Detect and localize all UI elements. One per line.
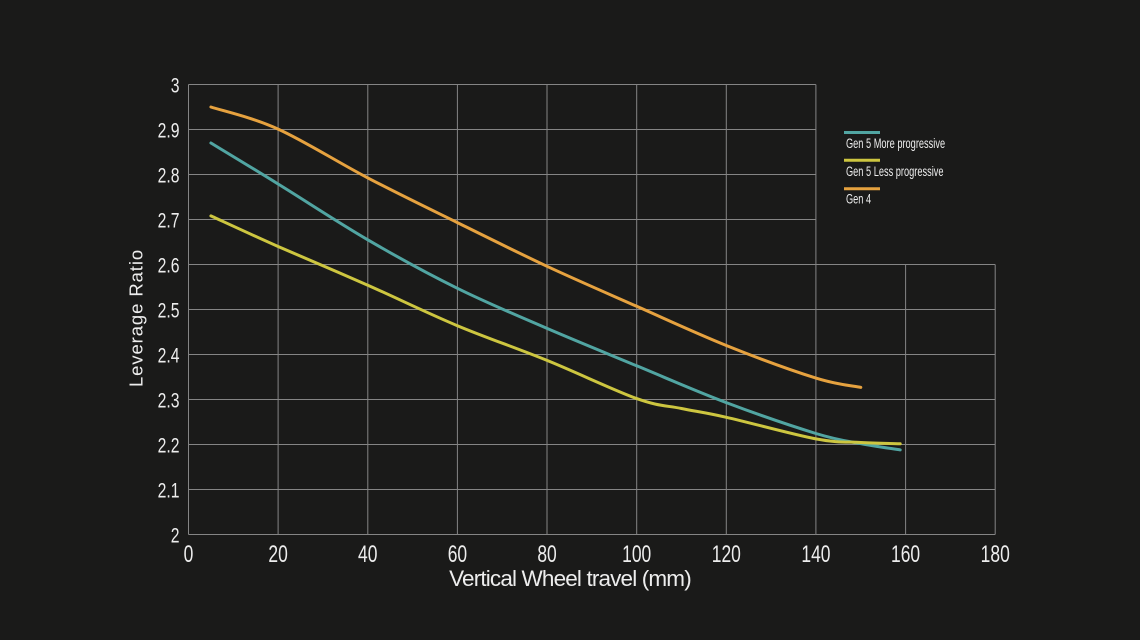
svg-text:Gen 5 Less progressive: Gen 5 Less progressive xyxy=(846,163,944,180)
svg-text:100: 100 xyxy=(622,540,651,568)
svg-text:180: 180 xyxy=(981,540,1010,568)
svg-text:20: 20 xyxy=(268,540,287,568)
svg-text:2.2: 2.2 xyxy=(158,433,180,457)
svg-text:140: 140 xyxy=(801,540,830,568)
svg-text:Gen 5 More progressive: Gen 5 More progressive xyxy=(846,135,945,152)
svg-text:2.8: 2.8 xyxy=(158,163,180,187)
svg-text:2: 2 xyxy=(171,523,180,547)
svg-text:3: 3 xyxy=(171,73,180,97)
svg-text:2.7: 2.7 xyxy=(158,208,180,232)
svg-text:2.6: 2.6 xyxy=(158,253,180,277)
svg-text:Vertical Wheel travel (mm): Vertical Wheel travel (mm) xyxy=(449,566,691,591)
svg-text:Gen 4: Gen 4 xyxy=(846,191,871,208)
svg-text:40: 40 xyxy=(358,540,377,568)
svg-text:120: 120 xyxy=(712,540,741,568)
svg-text:2.3: 2.3 xyxy=(158,388,180,412)
svg-text:0: 0 xyxy=(184,540,194,568)
svg-text:2.4: 2.4 xyxy=(158,343,180,367)
svg-text:80: 80 xyxy=(537,540,556,568)
svg-text:2.1: 2.1 xyxy=(158,478,180,502)
svg-text:60: 60 xyxy=(448,540,467,568)
svg-text:2.9: 2.9 xyxy=(158,118,180,142)
svg-text:160: 160 xyxy=(891,540,920,568)
svg-text:Leverage Ratio: Leverage Ratio xyxy=(126,249,147,387)
svg-text:2.5: 2.5 xyxy=(158,298,180,322)
